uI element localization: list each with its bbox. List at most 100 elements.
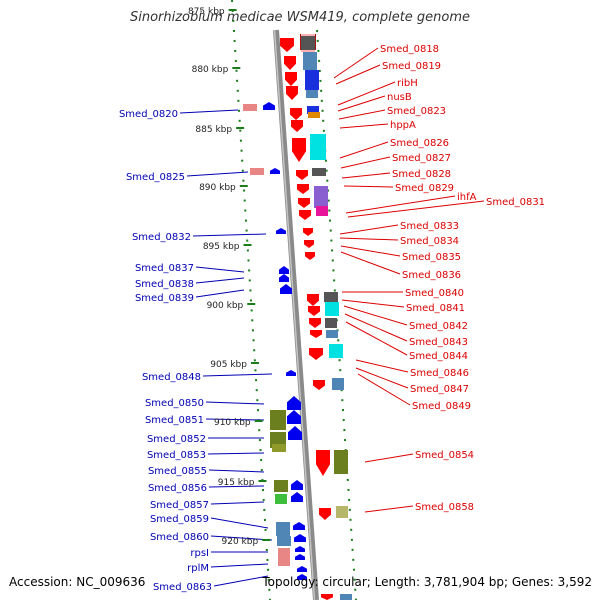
left-gene-label: Smed_0855 <box>148 466 207 477</box>
kbp-tick-label: 895 kbp <box>203 242 240 252</box>
right-leader-line <box>344 313 408 342</box>
kbp-tick-label: 905 kbp <box>210 360 247 370</box>
forward-gene-arrow <box>307 294 319 306</box>
feature-block <box>278 548 290 558</box>
right-leader-line <box>364 453 414 463</box>
feature-block <box>250 168 264 175</box>
reverse-gene-arrow <box>297 566 307 572</box>
feature-block <box>325 318 337 328</box>
kbp-tick-label: 920 kbp <box>222 537 259 547</box>
right-gene-label: Smed_0844 <box>409 351 468 362</box>
left-leader-line <box>205 401 265 405</box>
right-gene-label: Smed_0829 <box>395 183 454 194</box>
feature-block <box>275 494 287 504</box>
right-gene-label: Smed_0818 <box>380 44 439 55</box>
feature-block <box>332 378 344 390</box>
left-leader-line <box>210 535 273 541</box>
left-leader-line <box>195 266 245 273</box>
feature-block <box>340 594 352 600</box>
left-gene-label: Smed_0838 <box>135 279 194 290</box>
reverse-gene-arrow <box>295 546 305 552</box>
feature-block <box>301 36 315 50</box>
right-gene-label: Smed_0828 <box>392 169 451 180</box>
forward-gene-arrow <box>292 138 306 162</box>
reverse-gene-arrow <box>276 228 286 234</box>
topology-text: Topology: circular; Length: 3,781,904 bp… <box>262 575 592 589</box>
forward-gene-arrow <box>290 108 302 120</box>
left-gene-label: Smed_0851 <box>145 415 204 426</box>
right-leader-line <box>338 109 386 120</box>
reverse-gene-arrow <box>291 480 303 490</box>
right-gene-label: nusB <box>387 92 412 103</box>
feature-block <box>312 168 326 176</box>
right-leader-line <box>335 64 381 85</box>
left-gene-label: Smed_0857 <box>150 500 209 511</box>
right-gene-label: Smed_0854 <box>415 450 474 461</box>
reverse-gene-arrow <box>295 554 305 560</box>
left-leader-line <box>207 452 265 455</box>
right-leader-line <box>355 359 409 373</box>
reverse-gene-arrow <box>287 410 301 424</box>
forward-gene-arrow <box>303 228 313 236</box>
right-gene-label: Smed_0840 <box>405 288 464 299</box>
feature-block <box>324 292 338 302</box>
feature-block <box>310 134 326 160</box>
reverse-gene-arrow <box>291 492 303 502</box>
feature-block <box>270 410 286 430</box>
left-leader-line <box>192 233 267 237</box>
kbp-tick-label: 880 kbp <box>192 65 229 75</box>
left-leader-line <box>179 109 239 114</box>
right-leader-line <box>339 237 399 241</box>
reverse-gene-arrow <box>294 534 306 542</box>
feature-block <box>272 444 286 452</box>
left-gene-label: Smed_0859 <box>150 514 209 525</box>
left-gene-label: Smed_0863 <box>153 582 212 593</box>
forward-gene-arrow <box>309 318 321 328</box>
feature-block <box>329 344 343 358</box>
feature-block <box>326 330 338 338</box>
left-gene-label: Smed_0853 <box>147 450 206 461</box>
right-gene-label: Smed_0843 <box>409 337 468 348</box>
right-leader-line <box>333 47 379 79</box>
right-gene-label: Smed_0834 <box>400 236 459 247</box>
right-leader-line <box>347 200 485 218</box>
feature-block <box>336 506 348 518</box>
right-leader-line <box>340 245 401 257</box>
left-gene-label: Smed_0850 <box>145 398 204 409</box>
right-gene-label: ihfA <box>457 192 477 203</box>
guide-track <box>231 0 271 600</box>
right-leader-line <box>343 185 394 188</box>
reverse-gene-arrow <box>288 426 302 440</box>
left-gene-label: Smed_0832 <box>132 232 191 243</box>
forward-gene-arrow <box>291 120 303 132</box>
right-gene-label: Smed_0835 <box>402 252 461 263</box>
reverse-gene-arrow <box>286 370 296 376</box>
right-gene-label: Smed_0846 <box>410 368 469 379</box>
left-gene-label: rpsI <box>190 548 209 559</box>
right-gene-label: Smed_0827 <box>392 153 451 164</box>
right-leader-line <box>339 141 389 159</box>
feature-block <box>316 206 328 216</box>
feature-block <box>274 480 288 492</box>
forward-gene-arrow <box>319 508 331 520</box>
left-leader-line <box>210 517 269 529</box>
forward-gene-arrow <box>297 184 309 194</box>
forward-gene-arrow <box>285 72 297 86</box>
right-gene-label: Smed_0849 <box>412 401 471 412</box>
left-gene-label: Smed_0837 <box>135 263 194 274</box>
right-leader-line <box>364 505 414 513</box>
forward-gene-arrow <box>308 306 320 316</box>
kbp-tick-label: 885 kbp <box>195 125 232 135</box>
left-gene-label: Smed_0856 <box>148 483 207 494</box>
forward-gene-arrow <box>296 170 308 180</box>
right-leader-line <box>339 224 399 235</box>
right-leader-line <box>340 251 401 275</box>
kbp-tick-label: 910 kbp <box>214 418 251 428</box>
forward-gene-arrow <box>299 210 311 220</box>
left-leader-line <box>195 277 245 284</box>
feature-block <box>308 112 320 118</box>
backbone-line <box>273 29 319 600</box>
forward-gene-arrow <box>298 198 310 208</box>
forward-gene-arrow <box>313 380 325 390</box>
